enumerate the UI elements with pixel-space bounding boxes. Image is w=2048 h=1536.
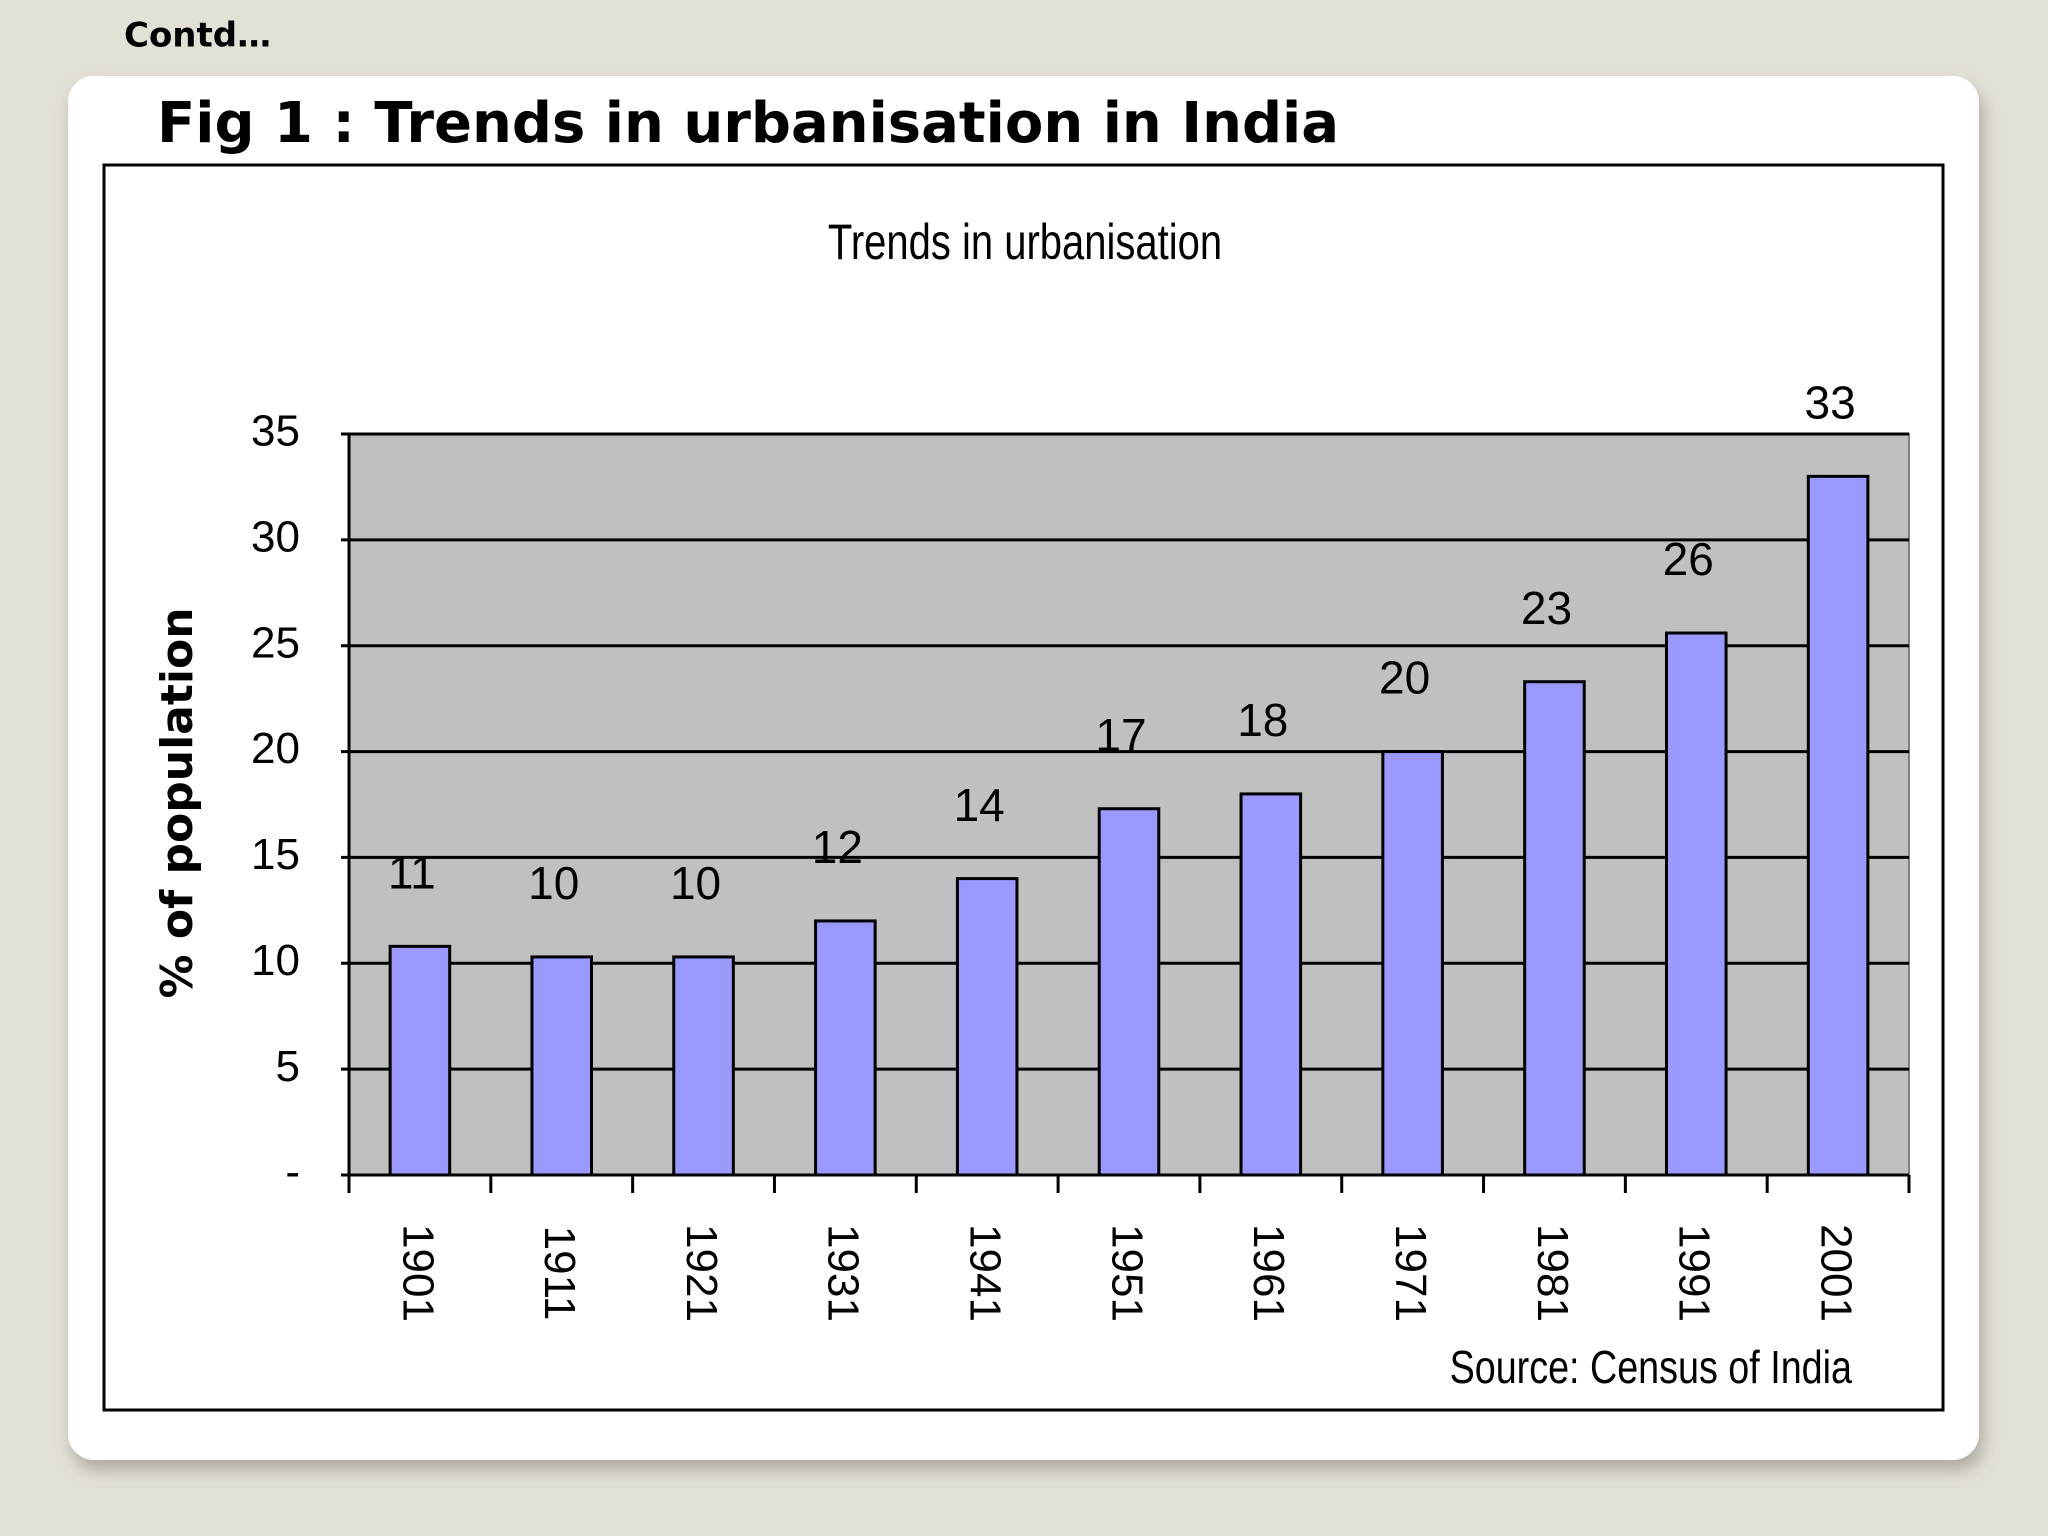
- y-axis-label: % of population: [152, 607, 203, 998]
- x-tick-label: 1921: [677, 1224, 726, 1322]
- bar: [1381, 750, 1444, 1177]
- x-tick-label: 1901: [393, 1224, 442, 1322]
- bar: [1097, 807, 1161, 1177]
- value-label: 20: [1379, 652, 1430, 704]
- bar: [388, 944, 452, 1177]
- x-tick-label: 1981: [1528, 1224, 1577, 1322]
- figure-title: Fig 1 : Trends in urbanisation in India: [157, 91, 1339, 156]
- bar: [530, 955, 594, 1177]
- chart-title: Trends in urbanisation: [828, 214, 1222, 270]
- bar: [814, 919, 877, 1177]
- y-tick-label: 10: [251, 936, 300, 985]
- y-tick-label: 5: [276, 1042, 300, 1091]
- y-tick-label: -: [285, 1148, 300, 1197]
- x-tick-label: 1991: [1670, 1224, 1719, 1322]
- x-tick-label: 1971: [1386, 1224, 1435, 1322]
- x-tick-label: 1941: [961, 1224, 1010, 1322]
- x-tick-label: 1951: [1102, 1224, 1151, 1322]
- bar: [1664, 631, 1728, 1177]
- value-label: 26: [1663, 533, 1714, 585]
- y-tick-label: 20: [251, 724, 300, 773]
- bar: [1523, 680, 1586, 1177]
- bar: [672, 955, 735, 1177]
- bar: [1806, 474, 1870, 1177]
- value-label: 10: [528, 857, 579, 909]
- bar: [1239, 792, 1303, 1177]
- value-label: 12: [812, 821, 863, 873]
- value-label: 11: [388, 847, 436, 899]
- x-tick-label: 1911: [535, 1226, 584, 1321]
- value-label: 14: [954, 779, 1005, 831]
- y-tick-label: 25: [251, 618, 300, 667]
- value-label: 23: [1521, 582, 1572, 634]
- bar: [955, 877, 1019, 1177]
- x-tick-label: 1961: [1244, 1224, 1293, 1322]
- y-tick-label: 35: [251, 407, 300, 456]
- y-tick-label: 30: [251, 512, 300, 561]
- value-label: 17: [1095, 709, 1146, 761]
- source-note: Source: Census of India: [1450, 1342, 1853, 1393]
- x-tick-label: 2001: [1811, 1224, 1860, 1322]
- value-label: 10: [670, 857, 721, 909]
- value-label: 18: [1237, 694, 1288, 746]
- slide-note: Contd…: [124, 16, 271, 56]
- x-tick-label: 1931: [819, 1224, 868, 1322]
- y-tick-label: 15: [251, 830, 300, 879]
- value-label: 33: [1805, 376, 1856, 428]
